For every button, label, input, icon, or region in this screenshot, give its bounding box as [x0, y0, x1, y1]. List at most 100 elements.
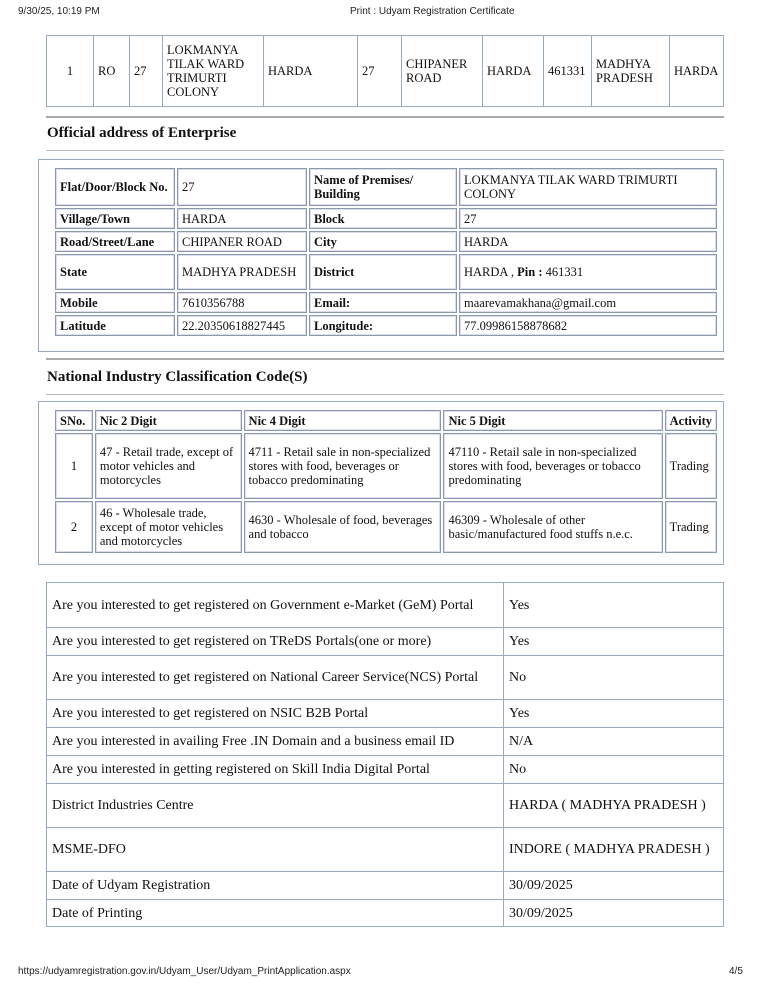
table-row: 2 46 - Wholesale trade, except of motor v…: [55, 501, 717, 553]
table-row: 1 RO 27 LOKMANYA TILAK WARD TRIMURTI COL…: [47, 36, 723, 106]
district: HARDA ,: [464, 265, 518, 279]
cell: Trading: [664, 501, 717, 553]
column-header: SNo.: [55, 410, 93, 431]
label: Longitude:: [309, 315, 457, 336]
table-row: Are you interested to get registered on …: [47, 655, 723, 699]
question: Date of Udyam Registration: [47, 871, 503, 899]
table-row: State MADHYA PRADESH District HARDA , Pin :…: [55, 254, 717, 290]
cell: 2: [55, 501, 93, 553]
official-address-heading: Official address of Enterprise: [47, 125, 237, 141]
value: LOKMANYA TILAK WARD TRIMURTI COLONY: [459, 168, 717, 206]
nic-heading: National Industry Classification Code(S): [47, 369, 308, 385]
value: 22.20350618827445: [177, 315, 307, 336]
answer: Yes: [503, 627, 723, 655]
cell: Trading: [664, 433, 717, 499]
question: Are you interested to get registered on …: [47, 699, 503, 727]
value: MADHYA PRADESH: [177, 254, 307, 290]
cell: CHIPANER ROAD: [401, 36, 482, 106]
question: Are you interested to get registered on …: [47, 655, 503, 699]
table-row: Are you interested to get registered on …: [47, 583, 723, 627]
nic-table: SNo. Nic 2 Digit Nic 4 Digit Nic 5 Digit Act…: [53, 408, 719, 555]
label: Block: [309, 208, 457, 229]
pin: 461331: [545, 265, 584, 279]
question: District Industries Centre: [47, 783, 503, 827]
column-header: Nic 2 Digit: [94, 410, 242, 431]
district-value: HARDA , Pin : 461331: [459, 254, 717, 290]
answer: Yes: [503, 699, 723, 727]
table-row: Village/Town HARDA Block 27: [55, 208, 717, 229]
cell: 1: [55, 433, 93, 499]
value: 27: [177, 168, 307, 206]
question: Are you interested to get registered on …: [52, 597, 474, 613]
cell: 1: [66, 64, 74, 78]
cell: HARDA: [482, 36, 543, 106]
cell: HARDA: [263, 36, 357, 106]
table-row: 1 47 - Retail trade, except of motor vehi…: [55, 433, 717, 499]
page-number: 4/5: [729, 966, 743, 977]
answer: INDORE ( MADHYA PRADESH ): [503, 827, 723, 871]
cell: 47 - Retail trade, except of motor vehic…: [94, 433, 242, 499]
question: Are you interested to get registered on …: [47, 627, 503, 655]
column-header: Nic 4 Digit: [243, 410, 442, 431]
question: Are you interested in getting registered…: [47, 755, 503, 783]
label: Latitude: [55, 315, 175, 336]
cell: 27: [357, 36, 401, 106]
label: Village/Town: [55, 208, 175, 229]
table-row: Latitude 22.20350618827445 Longitude: 77.09…: [55, 315, 717, 336]
table-row: District Industries Centre HARDA ( MADHYA…: [47, 783, 723, 827]
question: MSME-DFO: [47, 827, 503, 871]
value: maarevamakhana@gmail.com: [459, 292, 717, 313]
table-row: Date of Udyam Registration 30/09/2025: [47, 871, 723, 899]
table-row: Are you interested to get registered on …: [47, 627, 723, 655]
table-row: Mobile 7610356788 Email: maarevamakhana@gma…: [55, 292, 717, 313]
value: CHIPANER ROAD: [177, 231, 307, 252]
unit-location-table: 1 RO 27 LOKMANYA TILAK WARD TRIMURTI COL…: [46, 35, 724, 107]
value: 7610356788: [177, 292, 307, 313]
cell: HARDA: [669, 36, 723, 106]
cell: RO: [93, 36, 129, 106]
pin-label: Pin :: [517, 265, 543, 279]
question: Date of Printing: [47, 899, 503, 926]
label: Email:: [309, 292, 457, 313]
value: 27: [459, 208, 717, 229]
divider: [46, 358, 724, 360]
table-row: Date of Printing 30/09/2025: [47, 899, 723, 926]
divider: [46, 150, 724, 151]
table-row: Are you interested to get registered on …: [47, 699, 723, 727]
cell: 461331: [543, 36, 591, 106]
page-url: https://udyamregistration.gov.in/Udyam_U…: [18, 966, 351, 977]
divider: [46, 116, 724, 118]
answer: 30/09/2025: [503, 899, 723, 926]
answer: No: [503, 655, 723, 699]
label: Road/Street/Lane: [55, 231, 175, 252]
cell: 4630 - Wholesale of food, beverages and …: [243, 501, 442, 553]
answer: 30/09/2025: [503, 871, 723, 899]
nic-box: SNo. Nic 2 Digit Nic 4 Digit Nic 5 Digit Act…: [38, 401, 724, 565]
value: HARDA: [459, 231, 717, 252]
table-row: Are you interested in getting registered…: [47, 755, 723, 783]
column-header: Nic 5 Digit: [443, 410, 663, 431]
cell: 46 - Wholesale trade, except of motor ve…: [94, 501, 242, 553]
official-address-table: Flat/Door/Block No. 27 Name of Premises/ B…: [53, 166, 719, 338]
label: City: [309, 231, 457, 252]
table-row: Are you interested in availing Free .IN …: [47, 727, 723, 755]
table-row: Road/Street/Lane CHIPANER ROAD City HARDA: [55, 231, 717, 252]
answer: HARDA ( MADHYA PRADESH ): [503, 783, 723, 827]
cell: LOKMANYA TILAK WARD TRIMURTI COLONY: [162, 36, 263, 106]
cell: 46309 - Wholesale of other basic/manufac…: [443, 501, 663, 553]
label: Mobile: [55, 292, 175, 313]
label: State: [55, 254, 175, 290]
answer: N/A: [503, 727, 723, 755]
cell: 47110 - Retail sale in non-specialized s…: [443, 433, 663, 499]
label: Name of Premises/ Building: [309, 168, 457, 206]
label: District: [309, 254, 457, 290]
column-header: Activity: [664, 410, 717, 431]
value: 77.09986158878682: [459, 315, 717, 336]
registration-questions-table: Are you interested to get registered on …: [46, 582, 724, 927]
divider: [46, 394, 724, 395]
label: Flat/Door/Block No.: [55, 168, 175, 206]
table-row: Flat/Door/Block No. 27 Name of Premises/ B…: [55, 168, 717, 206]
print-datetime: 9/30/25, 10:19 PM: [18, 6, 100, 17]
value: HARDA: [177, 208, 307, 229]
question: Are you interested in availing Free .IN …: [47, 727, 503, 755]
